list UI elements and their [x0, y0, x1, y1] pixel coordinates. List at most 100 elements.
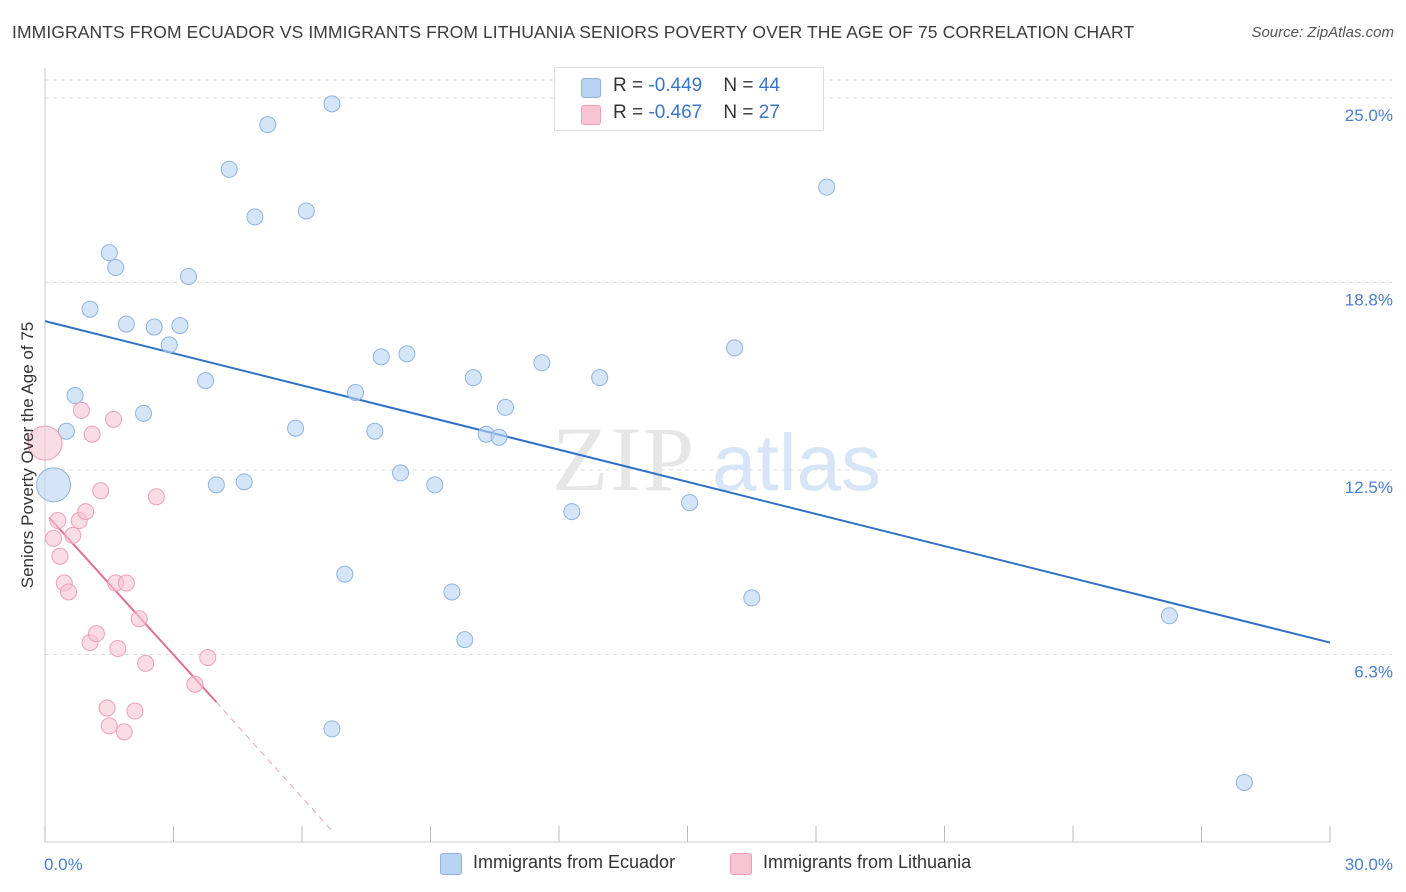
ecuador-point: [220, 160, 238, 178]
ecuador-point: [323, 720, 341, 738]
watermark-zip: ZIP: [552, 408, 696, 510]
ecuador-point: [818, 178, 836, 196]
lithuania-point: [109, 640, 127, 658]
ecuador-point: [107, 259, 125, 277]
trend-lines: [44, 320, 1331, 834]
lithuania-trend-line: [48, 516, 218, 703]
ecuador-trend-line: [44, 320, 1331, 644]
source-label: Source: ZipAtlas.com: [1251, 24, 1394, 41]
ecuador-point: [171, 317, 189, 335]
bottom-legend-label-lithuania: Immigrants from Lithuania: [763, 852, 972, 872]
ecuador-point: [117, 315, 135, 333]
ecuador-point: [197, 372, 215, 390]
ecuador-point: [323, 95, 341, 113]
lithuania-point: [49, 512, 67, 530]
lithuania-point: [72, 401, 90, 419]
y-tick-label: 12.5%: [1345, 478, 1393, 497]
ecuador-point: [145, 318, 163, 336]
legend-r-value-lithuania: -0.467: [648, 102, 703, 123]
lithuania-point: [92, 482, 110, 500]
lithuania-point: [27, 425, 63, 461]
lithuania-trend-extension: [215, 701, 335, 834]
legend-swatch-ecuador: [581, 78, 601, 98]
x-tick-label: 0.0%: [44, 855, 83, 874]
lithuania-point: [100, 717, 118, 735]
lithuania-point: [60, 583, 78, 601]
y-axis-label: Seniors Poverty Over the Age of 75: [18, 322, 37, 588]
ecuador-point: [1235, 773, 1253, 791]
ecuador-point: [287, 419, 305, 437]
ecuador-point: [443, 583, 461, 601]
ecuador-point: [81, 300, 99, 318]
ecuador-point: [347, 384, 365, 402]
ecuador-point: [259, 116, 277, 134]
y-tick-label: 18.8%: [1345, 290, 1393, 309]
ecuador-point: [496, 398, 514, 416]
ecuador-point: [743, 589, 761, 607]
lithuania-point: [83, 425, 101, 443]
lithuania-point: [126, 702, 144, 720]
ecuador-point: [297, 202, 315, 220]
ecuador-point: [179, 267, 197, 285]
ecuador-point: [426, 476, 444, 494]
legend-r-label: R =: [613, 102, 649, 123]
legend-n-label: N =: [723, 102, 759, 123]
ecuador-point: [392, 464, 410, 482]
bottom-legend-label-ecuador: Immigrants from Ecuador: [473, 852, 676, 872]
lithuania-point: [117, 574, 135, 592]
chart-title: IMMIGRANTS FROM ECUADOR VS IMMIGRANTS FR…: [12, 22, 1135, 42]
ecuador-point: [246, 208, 264, 226]
legend-r-label: R =: [613, 75, 649, 96]
lithuania-point: [64, 526, 82, 544]
ecuador-point: [398, 345, 416, 363]
legend-n-value-ecuador: 44: [758, 75, 780, 96]
lithuania-point: [77, 503, 95, 521]
ecuador-point: [490, 428, 508, 446]
x-tick-label: 30.0%: [1345, 855, 1393, 874]
ecuador-point: [1160, 607, 1178, 625]
lithuania-point: [51, 547, 69, 565]
bottom-legend-swatch-ecuador: [440, 853, 462, 875]
lithuania-point: [98, 699, 116, 717]
ecuador-point: [372, 348, 390, 366]
data-points: [27, 95, 1253, 791]
tick-labels: 6.3% 12.5% 18.8% 25.0% 0.0% 30.0%: [44, 106, 1393, 874]
ecuador-point: [464, 369, 482, 387]
ecuador-point: [207, 476, 225, 494]
ecuador-point: [591, 369, 609, 387]
ecuador-point: [533, 354, 551, 372]
ecuador-point: [563, 503, 581, 521]
lithuania-point: [87, 625, 105, 643]
ecuador-point: [36, 467, 72, 503]
ecuador-point: [100, 244, 118, 262]
legend-n-value-lithuania: 27: [758, 102, 780, 123]
ecuador-point: [57, 422, 75, 440]
ecuador-point: [336, 565, 354, 583]
legend-swatch-lithuania: [581, 105, 601, 125]
ecuador-point: [726, 339, 744, 357]
ecuador-point: [235, 473, 253, 491]
watermark-atlas: atlas: [712, 418, 881, 507]
legend-r-value-ecuador: -0.449: [648, 75, 703, 96]
ecuador-point: [66, 387, 84, 405]
lithuania-point: [186, 675, 204, 693]
lithuania-point: [105, 410, 123, 428]
bottom-legend-swatch-lithuania: [730, 853, 752, 875]
lithuania-point: [137, 654, 155, 672]
lithuania-point: [115, 723, 133, 741]
lithuania-point: [130, 610, 148, 628]
ecuador-point: [681, 494, 699, 512]
lithuania-point: [45, 529, 63, 547]
watermark: ZIP atlas: [552, 408, 881, 510]
ecuador-point: [160, 336, 178, 354]
ecuador-point: [135, 404, 153, 422]
correlation-legend: R = -0.449 N = 44 R = -0.467 N = 27: [554, 67, 824, 131]
gridlines: [45, 79, 1392, 655]
lithuania-point: [147, 488, 165, 506]
y-tick-label: 25.0%: [1345, 106, 1393, 125]
lithuania-point: [199, 648, 217, 666]
y-tick-label: 6.3%: [1354, 662, 1393, 681]
ecuador-point: [366, 422, 384, 440]
ecuador-point: [456, 631, 474, 649]
